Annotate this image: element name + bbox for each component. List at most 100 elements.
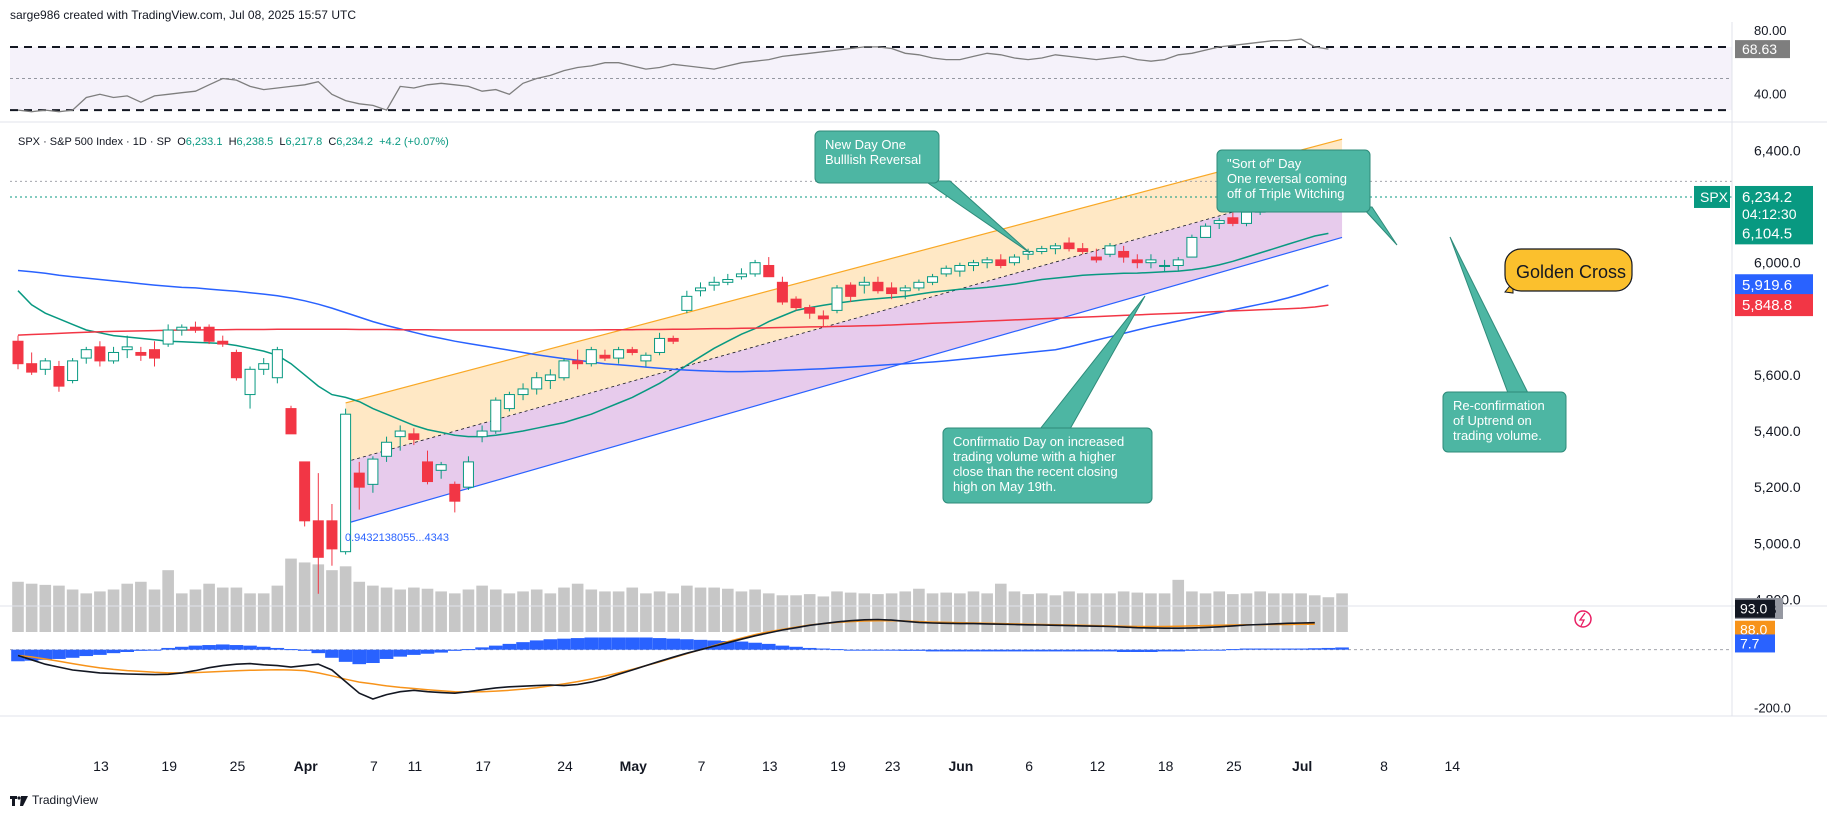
change-value: +4.2 (+0.07%) — [379, 136, 449, 148]
symbol-badge — [1694, 185, 1730, 208]
candle-body — [1090, 256, 1102, 261]
macd-histogram-bar — [584, 637, 599, 650]
ma-value-badge — [1735, 222, 1813, 245]
x-tick-label: Jun — [948, 758, 973, 774]
candle — [230, 349, 242, 381]
candle-body — [708, 281, 720, 286]
candle — [189, 321, 201, 333]
channel-lower-fill — [345, 181, 1343, 524]
macd-histogram-bar — [1144, 649, 1158, 652]
macd-histogram-bar — [461, 649, 476, 651]
macd-histogram-bar — [297, 649, 312, 651]
macd-histogram-bar — [366, 649, 380, 664]
candle — [1077, 243, 1089, 255]
x-tick-label: May — [620, 758, 647, 774]
macd-histogram-bar — [393, 649, 407, 657]
candle-body — [749, 262, 761, 275]
volume-bar — [776, 595, 789, 632]
candle-body — [1008, 256, 1020, 264]
volume-bar — [408, 587, 420, 632]
macd-histogram-bar — [325, 649, 339, 658]
volume-bar — [558, 587, 570, 632]
macd-histogram-bar — [570, 638, 585, 650]
macd-histogram-bar — [693, 639, 708, 650]
candle — [285, 405, 297, 435]
volume-bar — [489, 589, 502, 632]
volume-bar — [926, 593, 939, 632]
candle — [176, 324, 188, 336]
rsi-last-value: 68.63 — [1742, 41, 1777, 57]
macd-histogram-bar — [1062, 649, 1076, 652]
annotation-bullish-reversal-text: New Day One — [825, 137, 906, 152]
candle — [503, 391, 515, 412]
candle — [913, 279, 925, 291]
macd-histogram-bar — [175, 646, 189, 650]
candle — [517, 383, 529, 401]
candle — [1213, 217, 1225, 230]
candle-body — [722, 279, 734, 283]
candle-body — [503, 394, 515, 410]
annotation-confirmation-day-box — [942, 427, 1153, 504]
candle-body — [312, 520, 324, 558]
volume-bar — [1254, 591, 1266, 632]
ma-value-badge — [1735, 274, 1813, 297]
candle-body — [927, 276, 939, 283]
volume-bar — [940, 592, 952, 632]
tradingview-brand[interactable]: TradingView — [10, 793, 98, 807]
price-pane — [10, 138, 1732, 632]
candle-body — [817, 315, 829, 320]
channel-upper-line — [345, 138, 1343, 404]
candle — [367, 456, 379, 493]
candle — [872, 276, 884, 294]
volume-bar — [722, 588, 734, 632]
candle-body — [80, 349, 92, 359]
annotation-reconfirmation-text: trading volume. — [1453, 428, 1542, 443]
annotation-triple-witching-text: One reversal coming — [1227, 171, 1347, 186]
low-value: 6,217.8 — [285, 136, 323, 148]
macd-histogram-bar — [1335, 647, 1349, 650]
annotation-confirmation-day-text: high on May 19th. — [953, 479, 1056, 494]
candle-body — [763, 264, 775, 278]
macd-histogram-bar — [857, 649, 872, 651]
candle-body — [968, 262, 979, 266]
macd-histogram-bar — [925, 649, 940, 652]
candle-body — [67, 360, 79, 382]
tradingview-brand-name: TradingView — [32, 793, 99, 807]
candle-body — [995, 259, 1007, 266]
candle — [271, 346, 283, 384]
candle-body — [476, 430, 488, 438]
candle — [626, 346, 638, 356]
x-tick-label: 11 — [408, 758, 423, 774]
candle-body — [981, 259, 993, 264]
macd-histogram-bar — [1171, 649, 1186, 652]
volume-bar — [1022, 594, 1034, 632]
macd-histogram-bar — [639, 637, 653, 650]
candle-body — [640, 354, 652, 362]
macd-value-text: 93.0 — [1740, 601, 1767, 617]
annotation-reconfirmation-text: Re-confirmation — [1453, 398, 1545, 413]
symbol-legend[interactable]: SPX · S&P 500 Index · 1D · SP O6,233.1 H… — [18, 136, 449, 148]
macd-histogram-bar — [106, 649, 121, 654]
candle — [845, 282, 857, 302]
macd-histogram-bar — [652, 638, 667, 650]
volume-bar — [885, 593, 898, 632]
macd-histogram-bar — [1226, 649, 1240, 651]
macd-histogram-bar — [816, 648, 831, 650]
candle-body — [1049, 245, 1061, 250]
volume-bar — [394, 589, 406, 632]
candle-body — [544, 374, 556, 382]
volume-bar — [421, 588, 434, 632]
macd-histogram-bar — [625, 637, 640, 650]
volume-bar — [749, 589, 761, 632]
candle-body — [899, 287, 911, 292]
volume-bar — [694, 587, 707, 632]
candle — [39, 358, 51, 375]
volume-bar — [1336, 593, 1348, 632]
volume-bar — [995, 583, 1007, 632]
volume-bar — [476, 585, 488, 632]
macd-histogram-bar — [748, 642, 762, 650]
candle — [544, 369, 556, 389]
x-tick-label: 7 — [370, 758, 378, 774]
